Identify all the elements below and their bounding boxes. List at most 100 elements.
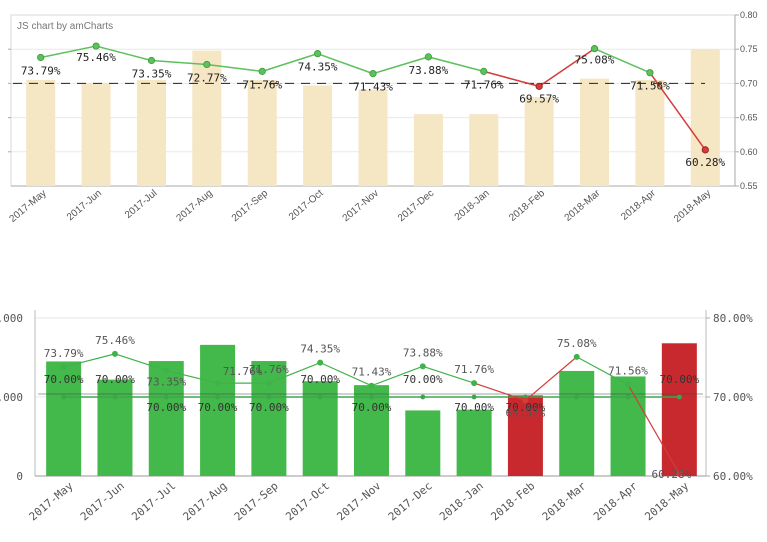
top-line-segment <box>151 59 207 66</box>
top-bar <box>580 78 610 186</box>
top-line-point <box>701 146 709 154</box>
bottom-bar-label: 70.00% <box>198 401 238 414</box>
top-line-point <box>147 56 156 65</box>
bottom-target-point <box>369 394 374 400</box>
bottom-bar <box>507 395 543 476</box>
bottom-line-point <box>625 381 632 388</box>
bottom-bar-label: 70.00% <box>403 373 443 386</box>
top-x-tick-label: 2017-Aug <box>174 188 214 224</box>
bottom-line-segment <box>473 382 526 401</box>
top-y-tick-label: 0.65 <box>740 113 758 123</box>
bottom-bar-label: 70.00% <box>146 401 186 414</box>
bottom-line-label: 73.79% <box>44 347 84 360</box>
top-x-tick-label: 2018-Apr <box>619 187 658 222</box>
bottom-x-tick-label: 2017-Oct <box>283 479 332 523</box>
bottom-right-tick-label: 60.00% <box>713 470 753 483</box>
top-line-label: 74.35% <box>298 61 338 74</box>
top-line-label: 73.79% <box>21 64 61 77</box>
top-chart: 0.55 0.60 0.65 0.70 0.75 0.80 73.79% 75.46% 73.3… <box>7 10 757 225</box>
bottom-line-point <box>522 397 529 404</box>
top-x-tick-label: 2018-Jan <box>453 188 492 223</box>
bottom-target-point <box>676 394 682 400</box>
top-line-segment <box>317 52 374 75</box>
top-x-tick-label: 2017-Dec <box>396 188 436 224</box>
bottom-x-tick-label: 2017-Jun <box>78 479 127 523</box>
bottom-target-point <box>112 394 118 400</box>
bottom-x-tick-label: 2017-May <box>27 479 76 523</box>
bottom-bar-label: 70.00% <box>659 373 699 386</box>
bottom-line-label: 71.56% <box>608 365 648 378</box>
bottom-line-label: 75.46% <box>95 334 135 347</box>
top-bar <box>469 114 499 186</box>
top-bar <box>635 79 665 186</box>
top-x-tick-label: 2018-Mar <box>563 187 603 223</box>
bottom-line-point <box>60 364 67 371</box>
bottom-line-label: 73.35% <box>146 376 186 389</box>
bottom-target-point <box>471 394 477 400</box>
top-line-label: 73.35% <box>132 67 172 80</box>
top-bar <box>192 50 222 187</box>
top-line-point <box>590 45 599 53</box>
bottom-chart: 0 ,000 ,000 60.00% 70.00% 80.00% 70.00% 70.00% 7… <box>0 310 753 523</box>
top-line-label: 75.46% <box>76 51 116 64</box>
bottom-left-tick-label: 0 <box>16 470 23 483</box>
bottom-line-label: 74.35% <box>300 343 340 356</box>
bottom-bar <box>46 361 82 476</box>
bottom-bar-label: 70.00% <box>454 401 494 414</box>
bottom-line-segment <box>268 362 321 384</box>
bottom-target-point <box>574 394 580 400</box>
bottom-bar-label: 70.00% <box>95 373 135 386</box>
top-bar <box>524 97 554 186</box>
bottom-target-point <box>163 394 169 400</box>
top-y-tick-label: 0.55 <box>740 181 758 191</box>
top-bar <box>303 85 333 186</box>
top-line-point <box>258 67 266 75</box>
top-y-tick-label: 0.80 <box>740 10 758 20</box>
bottom-target-point <box>420 394 426 400</box>
top-bar <box>413 114 443 186</box>
top-line-label: 69.57% <box>519 92 559 105</box>
bottom-target-point <box>625 394 631 400</box>
bottom-bar <box>200 344 236 476</box>
bottom-left-tick-label: ,000 <box>0 312 23 325</box>
bottom-bar-label: 70.00% <box>44 373 84 386</box>
bottom-right-tick-label: 70.00% <box>713 391 753 404</box>
top-line-point <box>480 67 488 75</box>
bottom-bar <box>405 410 441 476</box>
bottom-line-label: 69.57% <box>506 406 546 419</box>
bottom-bar <box>456 409 492 476</box>
chart-credit[interactable]: JS chart by amCharts <box>17 21 114 32</box>
bottom-line-point <box>163 367 170 374</box>
bottom-bar <box>354 385 389 476</box>
bottom-x-tick-label: 2017-Sep <box>232 479 281 523</box>
bottom-x-tick-label: 2017-Aug <box>181 479 230 523</box>
bottom-line-label: 75.08% <box>557 337 597 350</box>
bottom-target-point <box>317 394 323 400</box>
bottom-bar <box>148 361 184 476</box>
top-line-segment <box>538 48 595 87</box>
bottom-line-segment <box>576 356 629 386</box>
bottom-line-segment <box>63 353 116 368</box>
top-line-segment <box>372 56 429 75</box>
top-bar <box>26 79 56 186</box>
bottom-bar-label: 70.00% <box>506 401 546 414</box>
top-line-label: 71.76% <box>242 78 282 91</box>
bottom-x-tick-label: 2017-Dec <box>386 479 435 523</box>
bottom-line-point <box>111 350 118 357</box>
top-bar <box>247 79 277 186</box>
top-line-segment <box>262 52 318 73</box>
top-y-tick-label: 0.60 <box>740 147 758 157</box>
bottom-line-point <box>419 363 426 370</box>
top-x-tick-label: 2018-Feb <box>507 188 547 224</box>
top-x-tick-label: 2017-Oct <box>287 188 326 223</box>
bottom-x-tick-label: 2017-Nov <box>334 479 383 523</box>
top-line-point <box>646 69 654 77</box>
top-line-point <box>535 82 543 90</box>
bottom-line-segment <box>422 365 475 384</box>
bottom-line-label: 60.28% <box>651 468 691 481</box>
top-x-tick-label: 2017-Jun <box>65 188 104 223</box>
top-line-point <box>203 60 211 69</box>
top-line-label: 71.43% <box>353 81 393 94</box>
top-line-label: 71.56% <box>630 80 670 93</box>
